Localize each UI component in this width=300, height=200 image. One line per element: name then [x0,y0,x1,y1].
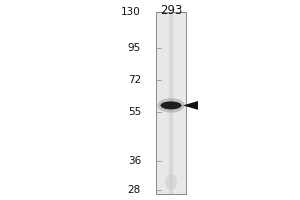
Text: 130: 130 [121,7,141,17]
Text: 28: 28 [128,185,141,195]
Polygon shape [183,101,198,110]
Bar [169,12,170,194]
Ellipse shape [165,174,177,190]
Ellipse shape [157,98,184,113]
Bar [156,12,186,194]
Text: 293: 293 [160,4,182,17]
Ellipse shape [160,101,182,109]
Bar [172,12,173,194]
Text: 55: 55 [128,107,141,117]
Bar [168,12,169,194]
Bar [173,12,174,194]
Bar [170,12,171,194]
Text: 72: 72 [128,75,141,85]
Text: 36: 36 [128,156,141,166]
Bar [171,12,172,194]
Bar [169,12,170,194]
Text: 95: 95 [128,43,141,53]
